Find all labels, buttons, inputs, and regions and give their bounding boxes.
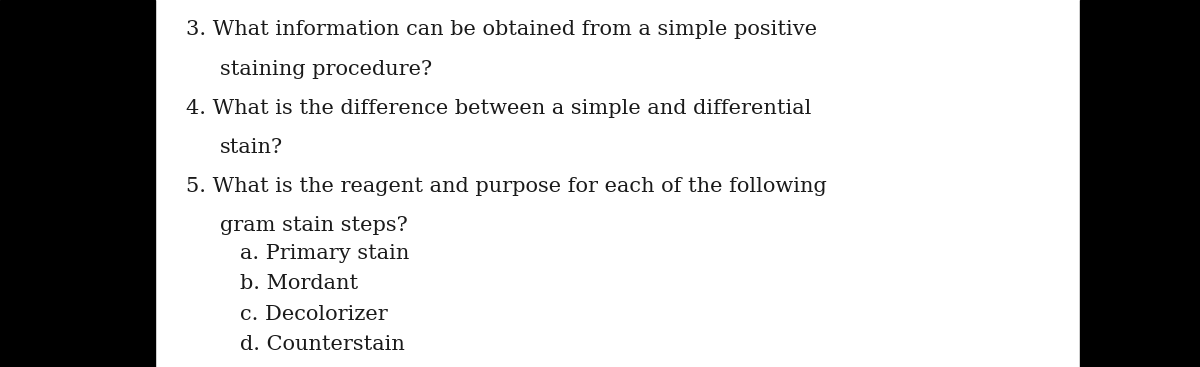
Text: c. Decolorizer: c. Decolorizer <box>240 305 388 324</box>
Text: 3. What information can be obtained from a simple positive: 3. What information can be obtained from… <box>186 20 817 39</box>
Text: stain?: stain? <box>220 138 283 157</box>
Text: 5. What is the reagent and purpose for each of the following: 5. What is the reagent and purpose for e… <box>186 177 827 196</box>
Text: gram stain steps?: gram stain steps? <box>220 216 407 235</box>
Text: staining procedure?: staining procedure? <box>220 60 432 79</box>
Text: d. Counterstain: d. Counterstain <box>240 335 404 355</box>
Text: b. Mordant: b. Mordant <box>240 274 358 293</box>
Text: a. Primary stain: a. Primary stain <box>240 244 409 263</box>
Text: 4. What is the difference between a simple and differential: 4. What is the difference between a simp… <box>186 99 811 118</box>
